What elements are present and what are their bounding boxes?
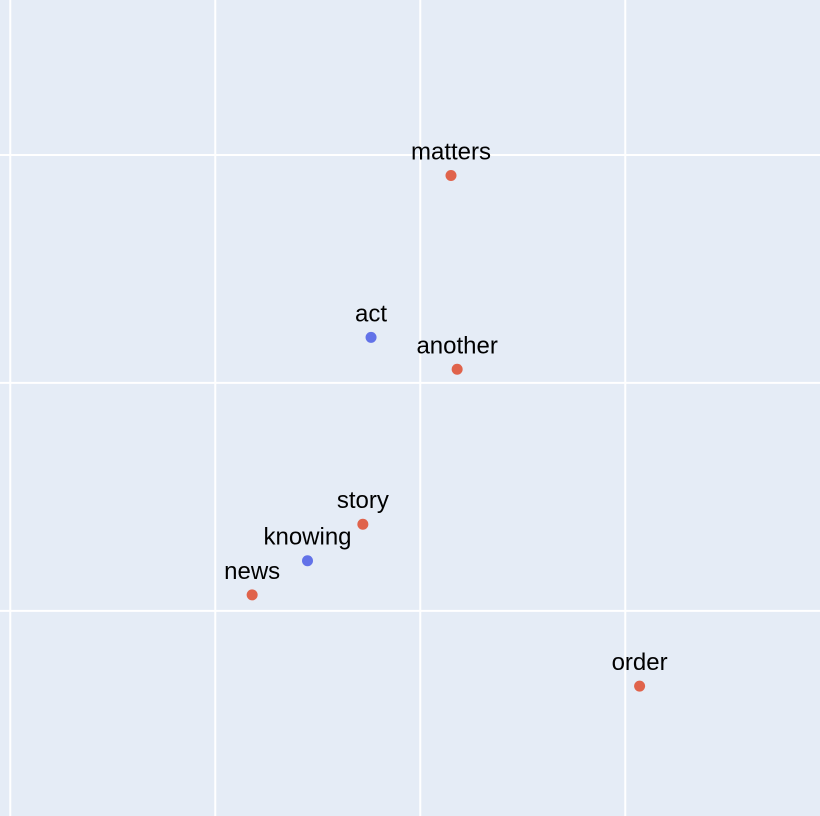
point-order[interactable] [634,680,646,692]
point-news[interactable] [246,589,258,601]
point-matters[interactable] [445,170,457,182]
point-label-act: act [355,300,387,327]
point-label-story: story [337,487,389,514]
point-knowing[interactable] [302,555,313,567]
point-label-order: order [612,649,668,676]
point-label-another: another [416,332,497,359]
point-label-matters: matters [411,139,491,166]
point-act[interactable] [365,331,377,343]
point-label-knowing: knowing [263,524,351,551]
data-points: matters act another story knowing news order [224,139,668,692]
point-label-news: news [224,558,280,585]
point-story[interactable] [357,518,369,530]
point-another[interactable] [451,363,463,375]
